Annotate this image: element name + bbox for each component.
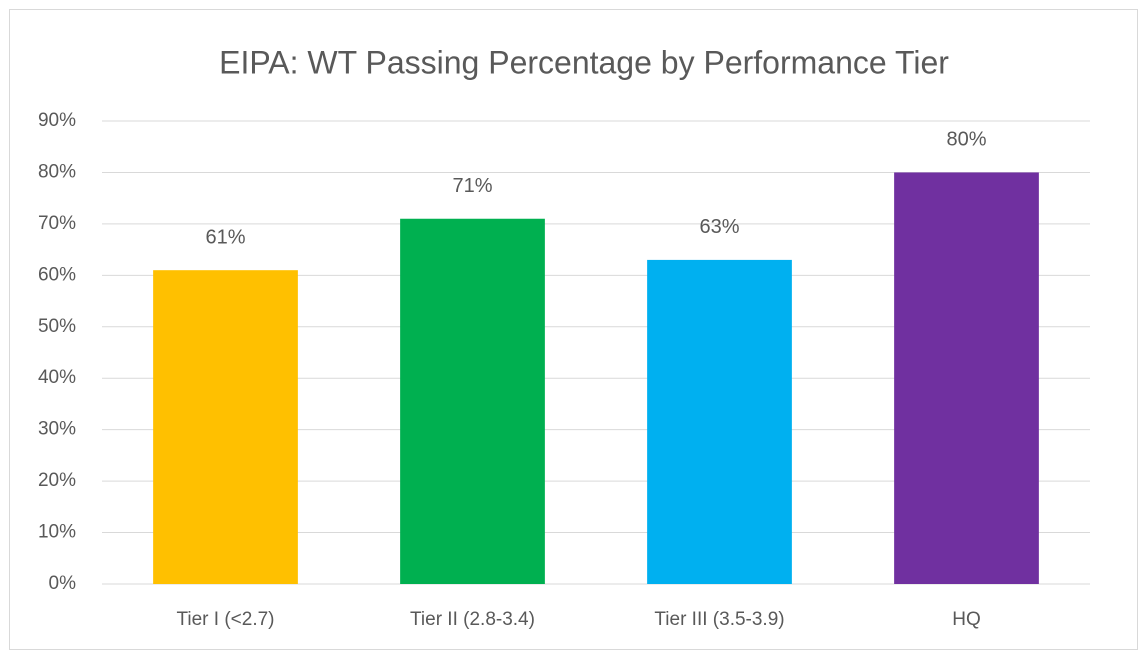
y-tick-label: 60% bbox=[38, 264, 76, 285]
value-label: 71% bbox=[452, 175, 492, 197]
value-label: 80% bbox=[946, 129, 986, 151]
chart-title: EIPA: WT Passing Percentage by Performan… bbox=[219, 44, 949, 80]
x-tick-label: Tier I (<2.7) bbox=[176, 609, 274, 630]
y-tick-label: 20% bbox=[38, 470, 76, 491]
bar bbox=[894, 172, 1039, 584]
x-tick-label: HQ bbox=[952, 609, 981, 630]
x-tick-label: Tier III (3.5-3.9) bbox=[654, 609, 784, 630]
bar bbox=[400, 218, 545, 584]
y-tick-label: 70% bbox=[38, 213, 76, 234]
y-tick-label: 10% bbox=[38, 522, 76, 543]
y-tick-label: 80% bbox=[38, 161, 76, 182]
y-tick-label: 0% bbox=[49, 573, 77, 594]
y-tick-label: 50% bbox=[38, 316, 76, 337]
y-tick-label: 40% bbox=[38, 367, 76, 388]
y-tick-label: 90% bbox=[38, 110, 76, 131]
bar bbox=[647, 259, 792, 584]
x-tick-label: Tier II (2.8-3.4) bbox=[410, 609, 535, 630]
value-label: 61% bbox=[205, 226, 245, 248]
bar bbox=[153, 270, 298, 584]
y-tick-label: 30% bbox=[38, 419, 76, 440]
value-label: 63% bbox=[699, 216, 739, 238]
